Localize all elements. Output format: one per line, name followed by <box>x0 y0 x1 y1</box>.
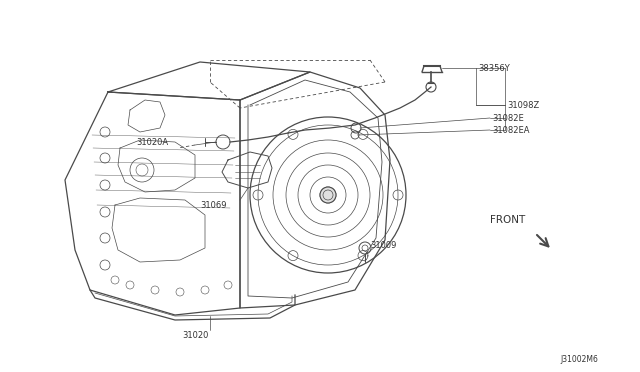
Text: J31002M6: J31002M6 <box>560 356 598 365</box>
Text: 31020: 31020 <box>182 331 208 340</box>
Circle shape <box>320 187 336 203</box>
Text: 31009: 31009 <box>370 241 396 250</box>
Text: 38356Y: 38356Y <box>478 64 509 73</box>
Text: 31069: 31069 <box>200 201 227 209</box>
Text: 31082E: 31082E <box>492 113 524 122</box>
Text: 31020A: 31020A <box>136 138 168 147</box>
Text: 31082EA: 31082EA <box>492 125 529 135</box>
Text: FRONT: FRONT <box>490 215 525 225</box>
Text: 31098Z: 31098Z <box>507 100 540 109</box>
